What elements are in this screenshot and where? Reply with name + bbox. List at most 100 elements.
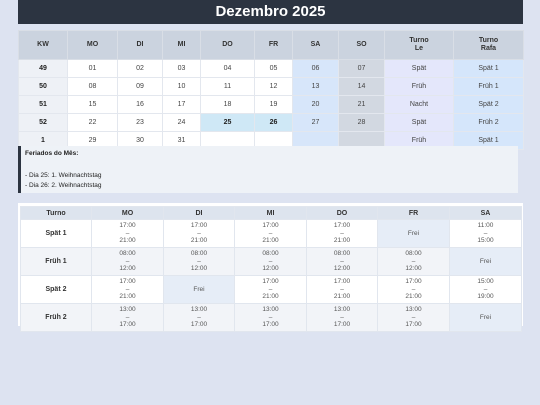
shift-assignment: Spät 2 (453, 95, 524, 114)
shift-time-cell: 17:00–21:00 (306, 275, 378, 304)
shift-time-text: Frei (479, 257, 492, 265)
shift-time-cell: 13:00–17:00 (377, 303, 450, 332)
shift-time-text: 21:00 (405, 293, 422, 301)
day-cell: 29 (67, 131, 118, 150)
shift-time-cell: 17:00–21:00 (234, 219, 307, 248)
shift-time-text: – (268, 229, 273, 237)
shift-time-text: – (483, 229, 488, 237)
shift-name: Früh 2 (20, 303, 92, 332)
shift-time-text: 08:00 (119, 250, 136, 258)
shift-time-cell: 08:00–12:00 (163, 247, 235, 276)
shift-time-cell: 08:00–12:00 (91, 247, 164, 276)
shift-assignment: Früh 1 (453, 77, 524, 96)
shift-time-text: 12:00 (405, 265, 422, 273)
day-cell: 16 (117, 95, 163, 114)
shift-time-text: 17:00 (333, 321, 351, 329)
day-cell (200, 131, 255, 150)
day-cell: 19 (254, 95, 293, 114)
day-cell: 25 (200, 113, 255, 132)
day-cell: 24 (162, 113, 201, 132)
shift-time-cell: 13:00–17:00 (91, 303, 164, 332)
shift-time-text: – (340, 285, 344, 293)
shift-time-text: 15:00 (477, 237, 494, 245)
shift-time-text: 21:00 (190, 237, 208, 245)
shift-time-text: – (197, 313, 201, 321)
shift-time-text: – (125, 229, 130, 237)
shift-time-text: 21:00 (262, 237, 279, 245)
calendar-week-row: 49 01 02 03 04 05 06 07 Spät Spät 1 (18, 59, 524, 78)
shift-time-text: 17:00 (190, 321, 208, 329)
holiday-item: - Dia 25: 1. Weihnachtstag (25, 172, 102, 179)
shift-time-cell: 17:00–21:00 (306, 219, 378, 248)
shift-time-text: 17:00 (333, 222, 351, 230)
shift-time-text: 13:00 (262, 306, 279, 314)
shift-time-text: 17:00 (405, 278, 422, 286)
shift-time-text: 19:00 (477, 293, 494, 301)
shift-time-cell: 15:00–19:00 (449, 275, 522, 304)
shift-times-table: Turno MO DI MI DO FR SA Spät 1 17:00–21:00 17:00… (20, 206, 522, 332)
shift-time-text: 08:00 (190, 250, 208, 258)
shift-time-text: 17:00 (333, 278, 351, 286)
holidays-title: Feriados do Mês: (25, 150, 79, 157)
shift-assignment: Früh (384, 77, 454, 96)
shift-times-panel: Turno MO DI MI DO FR SA Spät 1 17:00–21:00 17:00… (18, 203, 523, 332)
shift-time-text: – (340, 257, 344, 265)
shift-time-text: 08:00 (405, 250, 422, 258)
calendar-header: FR (254, 30, 293, 60)
shift-time-cell: 08:00–12:00 (234, 247, 307, 276)
week-number: 1 (18, 131, 68, 150)
shift-time-text: 11:00 (477, 222, 494, 230)
shift-time-text: 21:00 (333, 293, 351, 301)
day-cell: 07 (338, 59, 385, 78)
day-cell: 21 (338, 95, 385, 114)
shift-time-text: Frei (193, 285, 205, 293)
shift-header: MO (91, 206, 164, 220)
calendar-header: MO (67, 30, 118, 60)
shift-time-cell: 17:00–21:00 (163, 219, 235, 248)
day-cell: 11 (200, 77, 255, 96)
shift-header: DO (306, 206, 378, 220)
shift-time-text: – (125, 257, 130, 265)
shift-time-text: 08:00 (333, 250, 351, 258)
shift-assignment: Spät 1 (453, 131, 524, 150)
page-title: Dezembro 2025 (18, 0, 523, 24)
holidays-panel: Feriados do Mês: - Dia 25: 1. Weihnachts… (18, 146, 518, 193)
calendar-table: KW MO DI MI DO FR SA SO Turno Le Turno Rafa 49 01 0… (18, 30, 524, 150)
day-cell: 04 (200, 59, 255, 78)
calendar-header: MI (162, 30, 201, 60)
shift-time-text: 13:00 (190, 306, 208, 314)
shift-header: SA (449, 206, 522, 220)
shift-time-text: 21:00 (333, 237, 351, 245)
shift-time-text: 17:00 (262, 222, 279, 230)
shift-time-text: – (125, 285, 130, 293)
day-cell (254, 131, 293, 150)
shift-time-cell: Frei (163, 275, 235, 304)
shift-time-cell: 08:00–12:00 (306, 247, 378, 276)
shift-time-text: 17:00 (119, 222, 136, 230)
shift-time-cell: Frei (377, 219, 450, 248)
calendar-week-row: 52 22 23 24 25 26 27 28 Spät Früh 2 (18, 113, 524, 132)
week-number: 52 (18, 113, 68, 132)
shift-time-text: 13:00 (119, 306, 136, 314)
shift-time-text: 12:00 (262, 265, 279, 273)
shift-time-text: – (125, 313, 130, 321)
shift-time-text: – (340, 229, 344, 237)
shift-time-cell: 17:00–21:00 (377, 275, 450, 304)
calendar-week-row: 50 08 09 10 11 12 13 14 Früh Früh 1 (18, 77, 524, 96)
shift-assignment: Früh 2 (453, 113, 524, 132)
week-number: 49 (18, 59, 68, 78)
shift-time-text: – (197, 229, 201, 237)
shift-time-text: 17:00 (190, 222, 208, 230)
shift-time-text: – (268, 257, 273, 265)
shift-row: Früh 1 08:00–12:00 08:00–12:00 08:00–12:00 0… (20, 247, 522, 276)
shift-time-text: 17:00 (119, 321, 136, 329)
calendar-header: Turno Le (384, 30, 454, 60)
shift-time-text: – (411, 257, 416, 265)
day-cell: 03 (162, 59, 201, 78)
shift-time-cell: 13:00–17:00 (234, 303, 307, 332)
day-cell: 27 (292, 113, 339, 132)
shift-name: Spät 2 (20, 275, 92, 304)
shift-time-cell: 17:00–21:00 (234, 275, 307, 304)
week-number: 51 (18, 95, 68, 114)
day-cell: 15 (67, 95, 118, 114)
